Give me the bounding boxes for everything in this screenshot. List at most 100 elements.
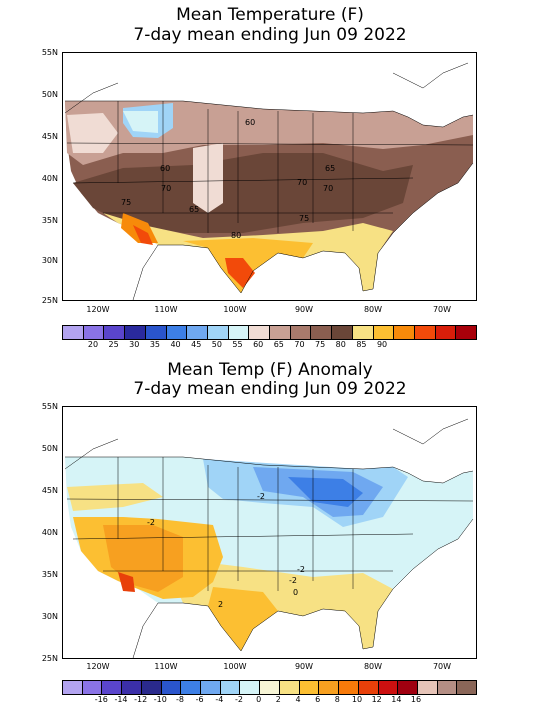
temp-lon-label: 70W	[432, 305, 452, 314]
colorbar-label: 10	[351, 695, 363, 704]
anom-colorbar	[62, 680, 477, 695]
colorbar-swatch	[63, 681, 83, 694]
colorbar-label: -12	[134, 695, 148, 704]
temp-contour-label: 65	[325, 164, 335, 173]
temp-lon-label: 90W	[294, 305, 314, 314]
colorbar-swatch	[299, 681, 320, 694]
colorbar-swatch	[435, 326, 457, 339]
colorbar-label: 4	[295, 695, 301, 704]
temp-lat-label: 30N	[41, 256, 58, 265]
colorbar-label: 8	[334, 695, 340, 704]
colorbar-label: 65	[273, 340, 284, 349]
colorbar-swatch	[311, 326, 333, 339]
temp-contour-label: 70	[323, 184, 333, 193]
temp-contour-label: 60	[245, 118, 255, 127]
colorbar-swatch	[122, 681, 142, 694]
colorbar-swatch	[270, 326, 291, 339]
colorbar-swatch	[319, 681, 340, 694]
colorbar-swatch	[145, 326, 167, 339]
colorbar-swatch	[437, 681, 458, 694]
colorbar-swatch	[290, 326, 312, 339]
colorbar-swatch	[207, 326, 229, 339]
colorbar-swatch	[141, 681, 162, 694]
temp-title-line1: Mean Temperature (F)	[176, 5, 364, 25]
temp-lat-label: 25N	[41, 296, 58, 305]
colorbar-label: 40	[170, 340, 181, 349]
colorbar-label: 55	[232, 340, 243, 349]
anom-lat-label: 40N	[41, 528, 58, 537]
colorbar-label: 2	[275, 695, 281, 704]
anom-lon-label: 120W	[86, 662, 110, 671]
colorbar-label: 0	[256, 695, 262, 704]
colorbar-swatch	[332, 326, 353, 339]
colorbar-label: 6	[315, 695, 321, 704]
anom-lat-label: 25N	[41, 654, 58, 663]
temp-lat-label: 50N	[41, 90, 58, 99]
temp-colorbar	[62, 325, 477, 340]
colorbar-swatch	[228, 326, 250, 339]
temp-contour-label: 75	[299, 214, 309, 223]
colorbar-label: -2	[235, 695, 243, 704]
temp-map: 60 60 65 70 70 70 75 75 65 80	[62, 52, 477, 301]
colorbar-swatch	[249, 326, 271, 339]
temp-contour-label: 80	[231, 231, 241, 240]
colorbar-swatch	[394, 326, 415, 339]
colorbar-swatch	[373, 326, 395, 339]
anom-contour-label: 2	[218, 600, 223, 609]
anom-lat-label: 50N	[41, 444, 58, 453]
anom-map: -2 -2 -2 -2 0 2	[62, 406, 477, 659]
anom-contour-label: 0	[293, 588, 298, 597]
colorbar-swatch	[358, 681, 379, 694]
temp-contour-label: 75	[121, 198, 131, 207]
anom-title-line2: 7-day mean ending Jun 09 2022	[133, 379, 407, 399]
colorbar-swatch	[339, 681, 359, 694]
colorbar-swatch	[417, 681, 438, 694]
temp-lon-label: 100W	[223, 305, 247, 314]
colorbar-swatch	[414, 326, 436, 339]
colorbar-label: -14	[114, 695, 128, 704]
anom-lon-label: 100W	[223, 662, 247, 671]
colorbar-swatch	[457, 681, 477, 694]
colorbar-swatch	[352, 326, 374, 339]
anom-contour-label: -2	[147, 518, 155, 527]
colorbar-label: 70	[294, 340, 305, 349]
anom-lat-label: 45N	[41, 486, 58, 495]
colorbar-label: 90	[376, 340, 388, 349]
colorbar-label: 25	[108, 340, 119, 349]
colorbar-label: 20	[87, 340, 99, 349]
temp-map-svg: 60 60 65 70 70 70 75 75 65 80	[63, 53, 476, 300]
colorbar-swatch	[220, 681, 241, 694]
colorbar-label: 14	[391, 695, 402, 704]
temp-lon-label: 80W	[363, 305, 383, 314]
colorbar-label: 85	[356, 340, 367, 349]
colorbar-label: 60	[253, 340, 264, 349]
colorbar-swatch	[260, 681, 280, 694]
anom-lat-label: 55N	[41, 402, 58, 411]
colorbar-label: 16	[410, 695, 422, 704]
colorbar-label: 80	[335, 340, 346, 349]
colorbar-label: -6	[195, 695, 204, 704]
colorbar-swatch	[181, 681, 202, 694]
temp-lat-label: 55N	[41, 48, 58, 57]
colorbar-swatch	[456, 326, 477, 339]
colorbar-swatch	[187, 326, 208, 339]
temp-lon-label: 120W	[86, 305, 110, 314]
colorbar-swatch	[398, 681, 418, 694]
anom-map-svg: -2 -2 -2 -2 0 2	[63, 407, 476, 658]
anom-title-line1: Mean Temp (F) Anomaly	[167, 360, 373, 380]
colorbar-swatch	[125, 326, 146, 339]
temp-contour-label: 70	[161, 184, 171, 193]
temp-lat-label: 35N	[41, 216, 58, 225]
colorbar-label: 45	[191, 340, 202, 349]
colorbar-swatch	[240, 681, 261, 694]
colorbar-label: 35	[149, 340, 161, 349]
colorbar-swatch	[279, 681, 300, 694]
anom-lon-label: 80W	[363, 662, 383, 671]
colorbar-swatch	[161, 681, 182, 694]
temp-contour-label: 60	[160, 164, 170, 173]
colorbar-label: 50	[211, 340, 222, 349]
colorbar-label: 12	[371, 695, 382, 704]
anom-lon-label: 70W	[432, 662, 452, 671]
temp-contour-label: 65	[189, 205, 199, 214]
colorbar-swatch	[82, 681, 103, 694]
